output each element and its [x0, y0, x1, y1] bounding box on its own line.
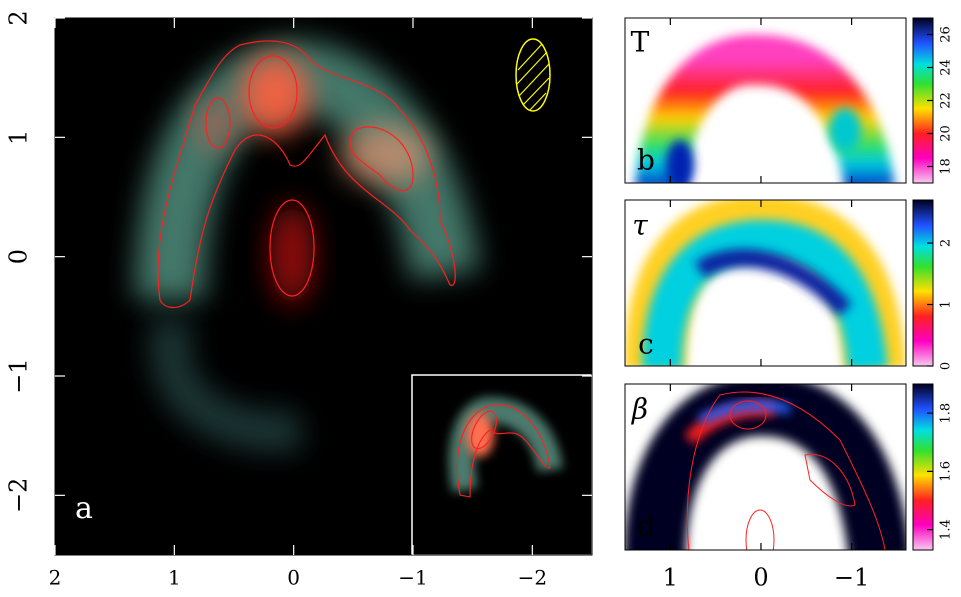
y-tick-label: 0: [5, 249, 33, 264]
colorbar-tick-label: 1: [939, 300, 954, 308]
colorbar: [912, 199, 934, 367]
colorbar-tick-label: 2: [939, 239, 954, 247]
colorbar-tick-label: 24: [939, 59, 954, 76]
x-tick-label: 1: [663, 564, 678, 592]
colorbar-tick-label: 18: [939, 158, 954, 175]
panel-label: c: [638, 328, 654, 361]
y-tick-label: 1: [5, 130, 33, 145]
panel-title: β: [631, 393, 648, 426]
x-tick-label: −2: [518, 566, 547, 590]
frame: [624, 199, 907, 367]
panel-a-image: [135, 38, 592, 555]
y-tick-label: −1: [5, 358, 33, 393]
y-tick-label: 2: [5, 10, 33, 25]
x-tick-label: 2: [49, 566, 62, 590]
x-tick-label: 0: [753, 564, 768, 592]
colorbar-tick-label: 1.6: [939, 461, 954, 482]
x-tick-label: −1: [834, 564, 869, 592]
panel-d-image: [625, 384, 906, 550]
panel-label: d: [637, 510, 655, 543]
colorbar-tick-label: 0: [939, 362, 954, 370]
colorbar-tick-label: 20: [939, 125, 954, 142]
beam-ellipse: [515, 38, 551, 112]
frame: [624, 383, 907, 551]
x-tick-label: −1: [398, 566, 427, 590]
colorbar-tick-label: 26: [939, 26, 954, 43]
frame: [624, 17, 907, 184]
colorbar: [912, 383, 934, 551]
x-tick-label: 0: [287, 566, 300, 590]
panel-c-image: [625, 200, 906, 366]
colorbar-tick-label: 1.4: [939, 519, 954, 540]
y-tick-label: −2: [5, 478, 33, 513]
colorbar-tick-label: 1.8: [939, 403, 954, 424]
panel-label: a: [75, 491, 93, 526]
panel-b-image: [635, 34, 895, 183]
frame: [54, 17, 593, 556]
panel-title: τ: [632, 209, 648, 242]
colorbar-tick-label: 22: [939, 92, 954, 109]
x-tick-label: 1: [168, 566, 181, 590]
panel-label: b: [637, 144, 655, 177]
panel-title: T: [631, 26, 650, 59]
